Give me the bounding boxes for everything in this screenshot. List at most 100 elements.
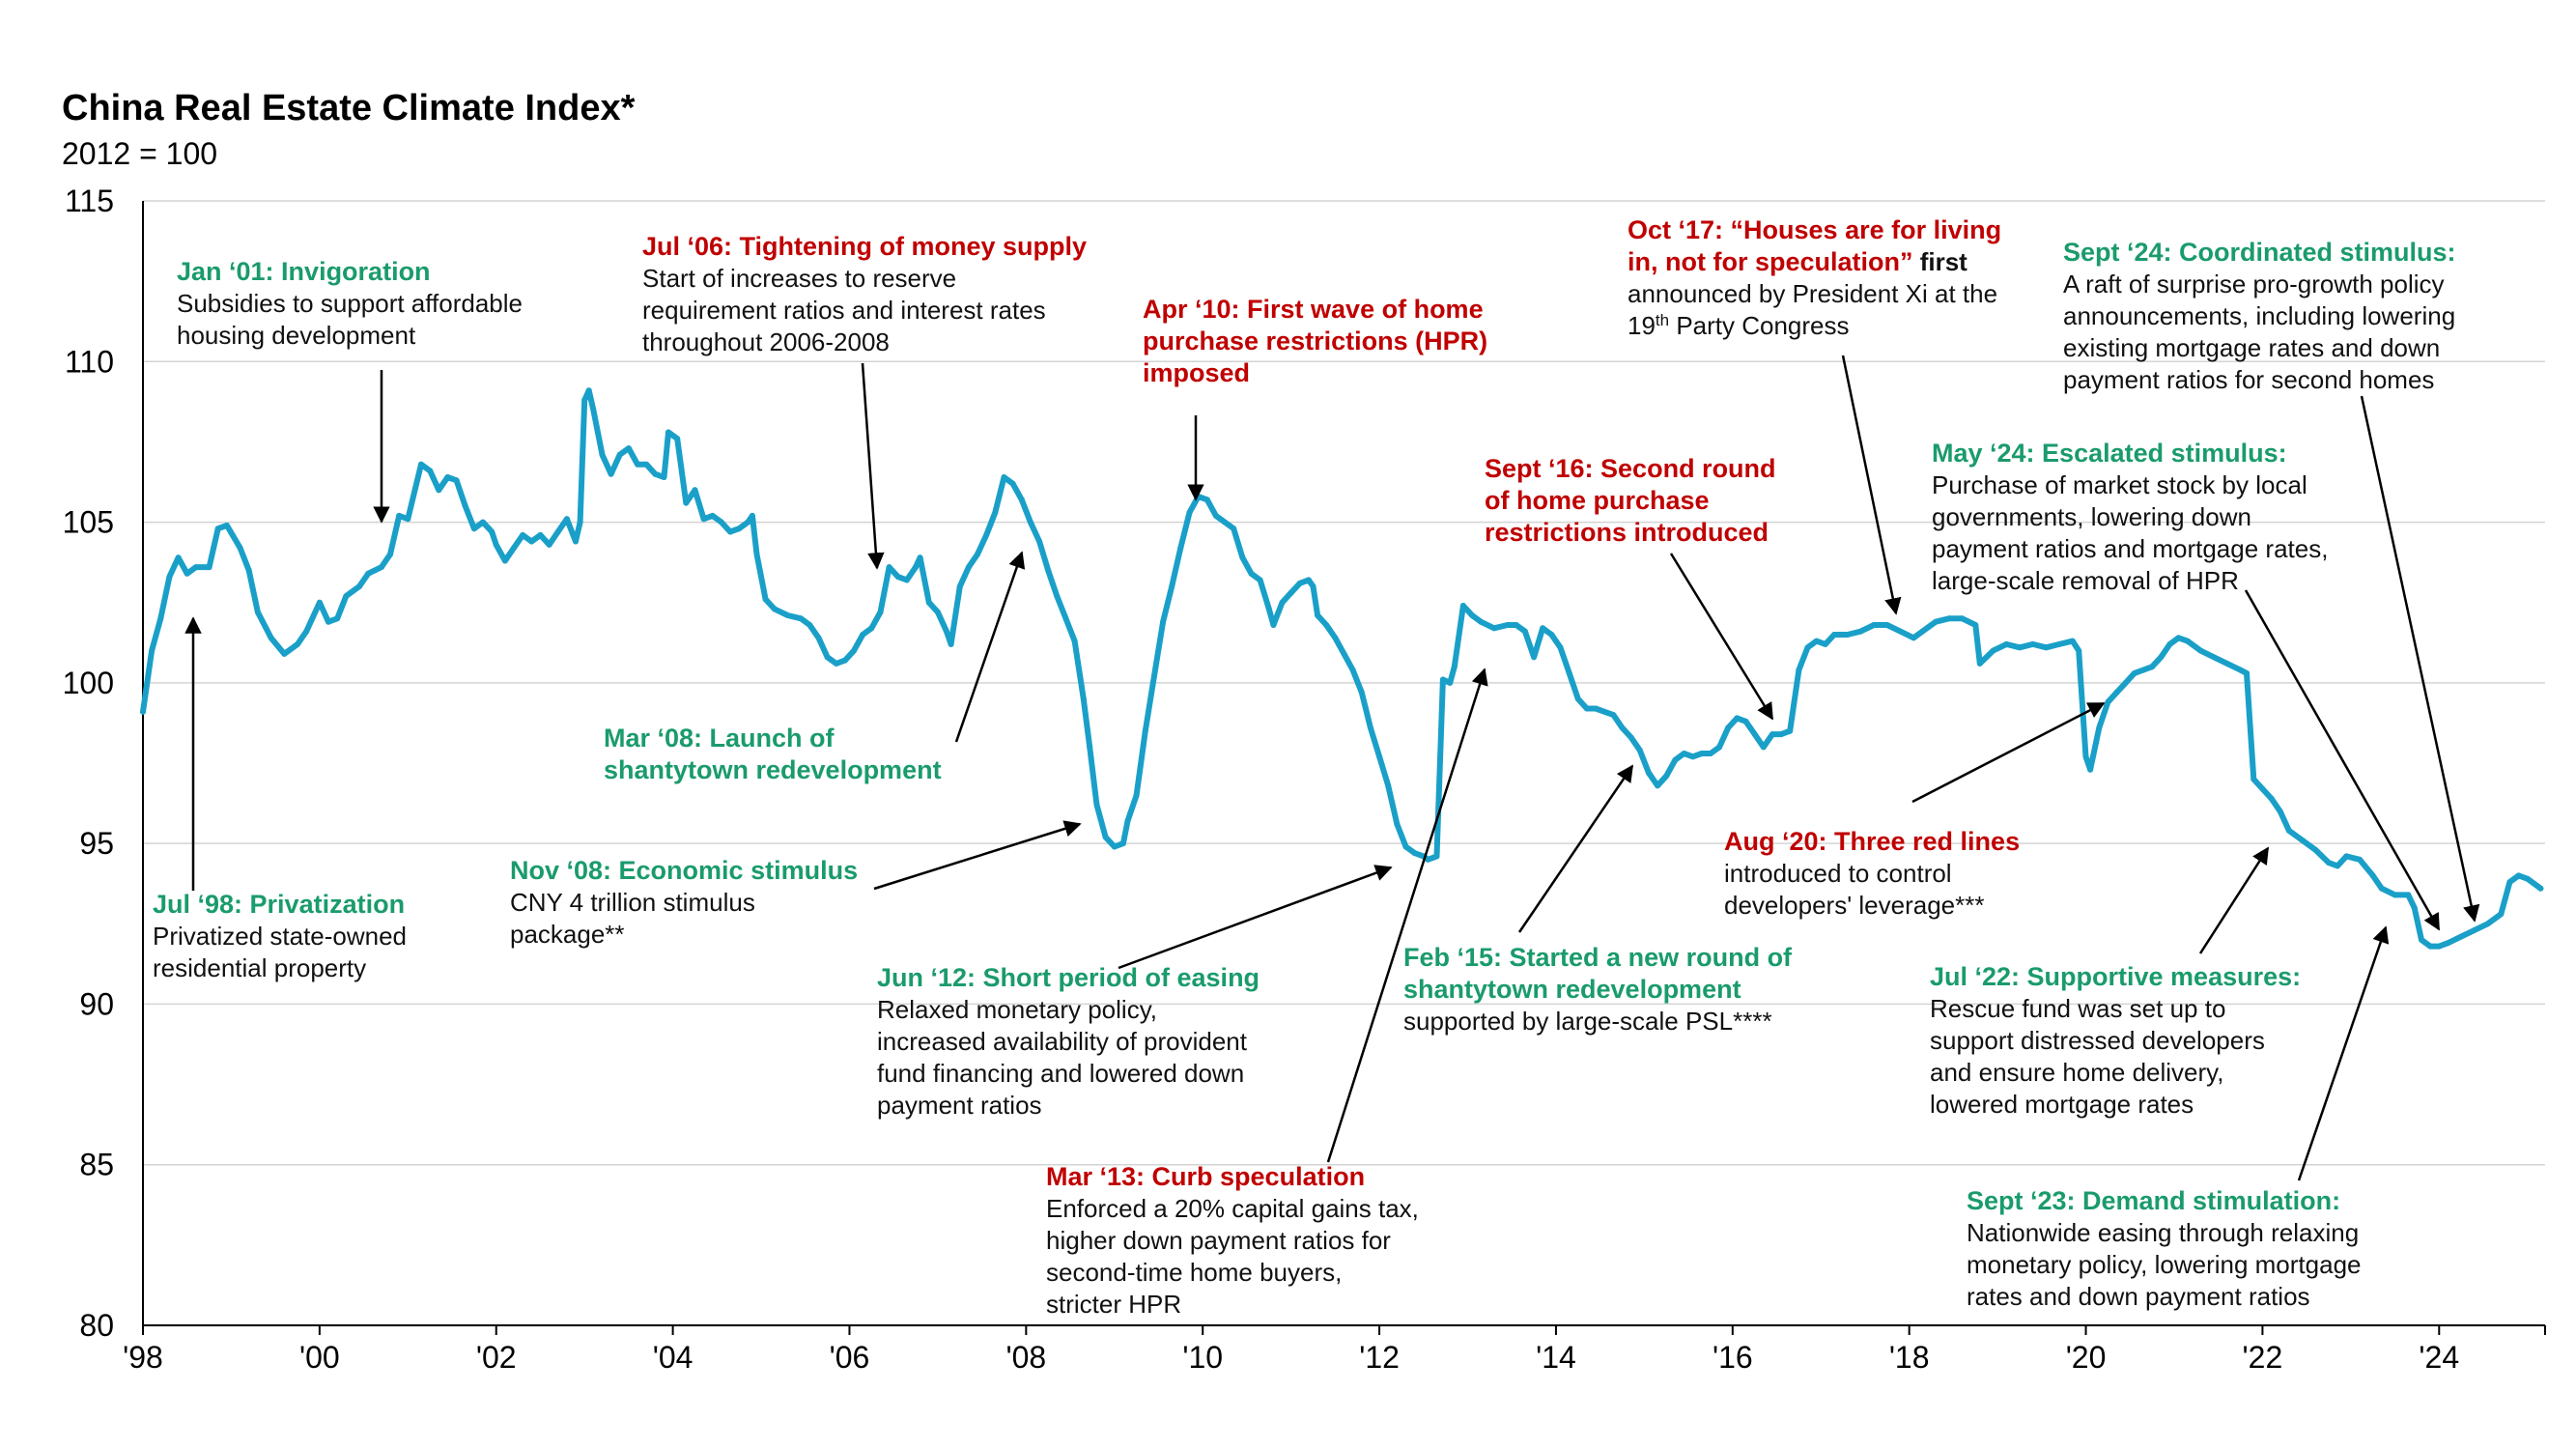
data-point (1102, 834, 1109, 840)
data-point (1531, 654, 1538, 661)
data-point (2515, 872, 2522, 879)
annotation-heading: Aug ‘20: Three red lines (1724, 827, 2020, 856)
data-point (2250, 776, 2257, 782)
annotation-heading: Jul ‘06: Tightening of money supply (642, 232, 1087, 261)
data-point (718, 519, 724, 526)
annotation-body: existing mortgage rates and down (2063, 333, 2440, 362)
data-point (1513, 622, 1519, 628)
x-tick-label: '00 (299, 1340, 340, 1375)
data-point (1093, 802, 1100, 809)
data-point (192, 564, 199, 571)
annotation-body: requirement ratios and interest rates (642, 296, 1046, 325)
x-tick-label: '04 (653, 1340, 694, 1375)
x-tick-label: '24 (2419, 1340, 2459, 1375)
data-point (268, 635, 274, 641)
annotation-body: fund financing and lowered down (877, 1059, 1244, 1088)
data-point (2326, 860, 2332, 867)
annotation-body: governments, lowering down (1932, 502, 2251, 531)
data-point (1911, 635, 1917, 641)
data-point (2113, 689, 2120, 696)
arrow-mar13 (1326, 668, 1488, 1163)
data-point (2237, 667, 2244, 673)
annotation-heading: Jul ‘98: Privatization (153, 890, 405, 919)
data-point (1976, 660, 1983, 667)
data-point (334, 615, 341, 622)
data-point (1376, 753, 1383, 760)
data-point (528, 538, 535, 545)
data-point (2197, 647, 2204, 654)
data-point (1160, 618, 1167, 625)
data-point (1689, 753, 1696, 760)
data-point (2259, 785, 2266, 792)
annotation-jul06: Jul ‘06: Tightening of money supply Start… (642, 232, 1087, 356)
annotation-body: monetary policy, lowering mortgage (1967, 1250, 2361, 1279)
data-point (727, 528, 733, 535)
data-point (1601, 708, 1608, 715)
annotation-body: package** (510, 920, 625, 949)
data-point (1959, 615, 1966, 622)
annotation-sep24: Sept ‘24: Coordinated stimulus: A raft of… (2063, 238, 2456, 394)
data-point (1796, 667, 1802, 673)
annotation-arrows (184, 355, 2480, 1181)
data-point (745, 519, 751, 526)
data-point (700, 516, 707, 523)
data-point (2498, 911, 2505, 918)
arrow-may24 (2244, 589, 2441, 931)
data-point (1663, 773, 1670, 780)
data-point (608, 470, 614, 477)
data-point (1045, 567, 1052, 574)
arrow-jul06 (861, 362, 885, 570)
data-point (2131, 669, 2137, 676)
y-tick-label: 80 (79, 1308, 114, 1343)
data-point (2122, 679, 2129, 686)
data-point (824, 654, 831, 661)
data-point (1080, 696, 1087, 702)
data-point (1323, 622, 1330, 628)
annotation-body: large-scale removal of HPR (1932, 566, 2239, 595)
data-point (493, 541, 499, 548)
data-point (1610, 712, 1617, 719)
data-point (894, 574, 901, 581)
data-point (784, 612, 791, 618)
annotation-feb15: Feb ‘15: Started a new round of shantytow… (1403, 943, 1793, 1036)
data-point (316, 599, 323, 606)
x-tick-label: '14 (1536, 1340, 1576, 1375)
data-point (1341, 650, 1347, 657)
x-tick-label: '08 (1005, 1340, 1046, 1375)
data-point (2158, 654, 2165, 661)
annotation-jul98: Jul ‘98: Privatization Privatized state-o… (153, 890, 407, 982)
annotation-body: Relaxed monetary policy, (877, 995, 1157, 1024)
annotation-heading: Apr ‘10: First wave of home (1143, 295, 1484, 324)
data-point (1248, 570, 1255, 577)
data-point (917, 554, 923, 561)
data-point (405, 516, 411, 523)
data-point (807, 622, 813, 628)
data-point (387, 551, 393, 557)
data-point (1672, 756, 1679, 763)
data-point (418, 461, 424, 468)
annotation-body: payment ratios for second homes (2063, 365, 2434, 394)
data-point (1787, 727, 1794, 734)
annotation-body: throughout 2006-2008 (642, 327, 890, 356)
data-point (1645, 770, 1652, 776)
data-point (975, 551, 980, 557)
data-point (1566, 669, 1572, 676)
annotation-heading: Mar ‘13: Curb speculation (1046, 1162, 1365, 1191)
annotation-heading: restrictions introduced (1485, 518, 1769, 547)
data-point (599, 451, 606, 458)
data-point (470, 526, 477, 532)
data-point (2357, 856, 2363, 863)
data-point (983, 531, 990, 538)
arrow-sep24 (2360, 395, 2480, 923)
data-point (2445, 940, 2451, 947)
data-point (1288, 589, 1294, 596)
data-point (1367, 724, 1373, 731)
data-point (635, 461, 640, 468)
data-point (356, 583, 362, 590)
y-tick-label: 85 (79, 1148, 114, 1182)
data-point (585, 387, 592, 394)
annotation-heading: of home purchase (1485, 486, 1710, 515)
data-point (2140, 667, 2146, 673)
x-tick-label: '10 (1182, 1340, 1223, 1375)
data-point (886, 564, 892, 571)
